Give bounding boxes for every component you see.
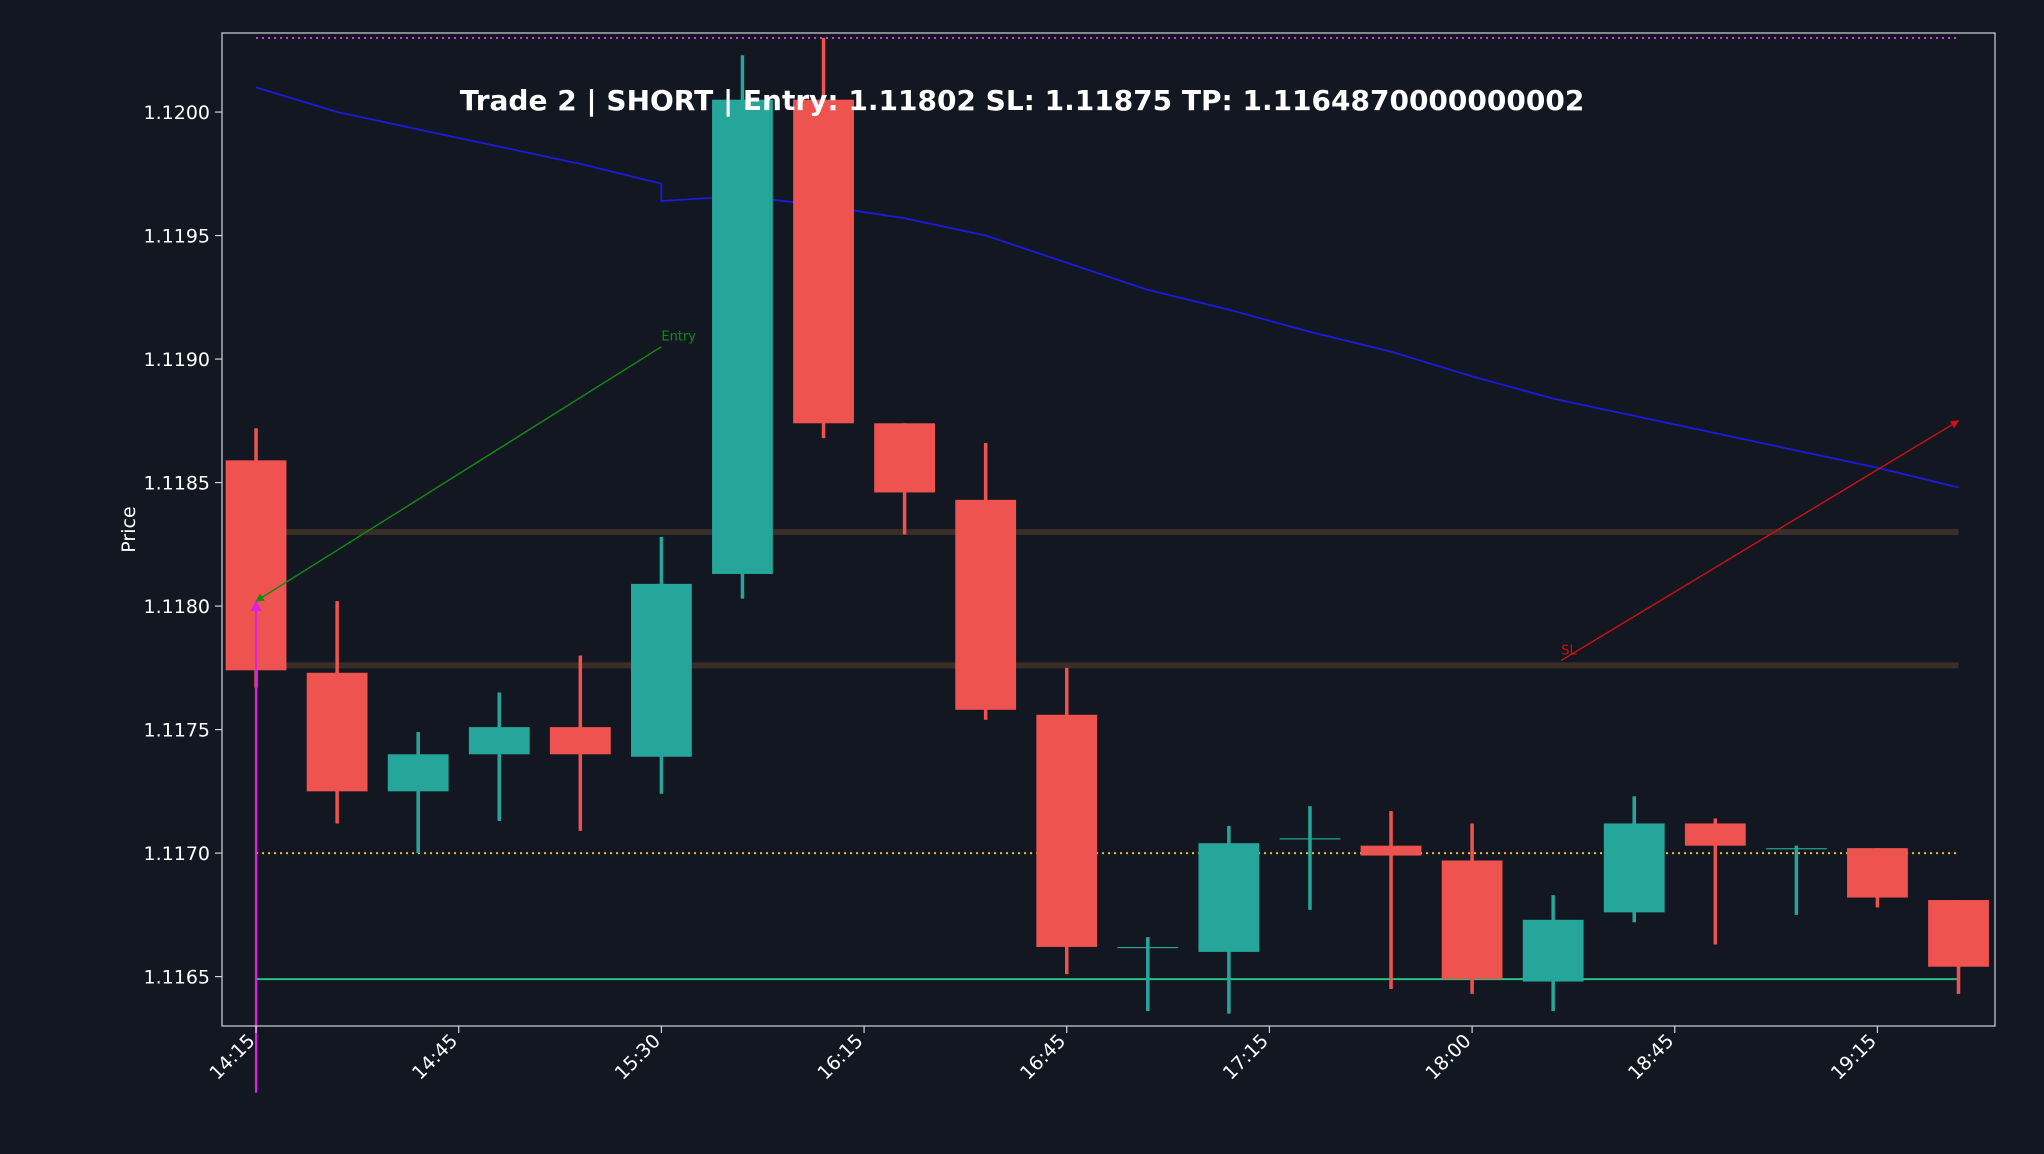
horizontal-lines bbox=[256, 36, 1959, 981]
x-tick-label: 14:15 bbox=[205, 1030, 259, 1084]
candle-body bbox=[1603, 823, 1665, 913]
x-tick-label: 14:45 bbox=[408, 1030, 462, 1084]
x-tick-label: 15:30 bbox=[611, 1030, 665, 1084]
y-tick-label: 1.1185 bbox=[144, 473, 210, 495]
candle-11 bbox=[1117, 937, 1179, 1012]
y-tick-label: 1.1170 bbox=[144, 843, 210, 865]
y-axis-label: Price bbox=[118, 506, 140, 552]
candle-20 bbox=[1847, 848, 1908, 908]
entry-label: Entry bbox=[661, 330, 696, 345]
candle-body bbox=[1847, 848, 1908, 898]
candle-body bbox=[1928, 900, 1989, 967]
candle-body bbox=[1684, 823, 1746, 846]
sl-label: SL bbox=[1561, 643, 1577, 658]
y-tick-label: 1.1195 bbox=[144, 226, 210, 248]
y-tick-label: 1.1190 bbox=[144, 349, 210, 371]
candle-body bbox=[630, 583, 692, 757]
x-tick-label: 18:00 bbox=[1421, 1030, 1475, 1084]
candle-body bbox=[1360, 845, 1422, 856]
candle-7 bbox=[793, 37, 854, 439]
candle-body bbox=[955, 499, 1017, 710]
x-tick-label: 19:15 bbox=[1827, 1030, 1881, 1084]
candle-13 bbox=[1279, 806, 1341, 910]
axes-frame bbox=[221, 32, 1996, 1027]
y-tick-label: 1.1165 bbox=[144, 967, 210, 989]
candle-5 bbox=[630, 536, 692, 794]
y-tick-label: 1.1180 bbox=[144, 596, 210, 618]
candle-body bbox=[1441, 860, 1503, 980]
x-tick-label: 16:15 bbox=[813, 1030, 867, 1084]
candle-8 bbox=[874, 423, 936, 535]
candle-14 bbox=[1360, 811, 1422, 989]
candle-body bbox=[1198, 843, 1260, 952]
candle-19 bbox=[1765, 845, 1827, 915]
candle-21 bbox=[1928, 900, 1989, 994]
candle-body bbox=[1765, 848, 1827, 850]
annotations: Entry SL bbox=[250, 330, 1960, 1093]
candle-17 bbox=[1603, 796, 1665, 923]
candle-4 bbox=[549, 655, 611, 831]
candle-3 bbox=[468, 692, 530, 821]
candle-18 bbox=[1684, 818, 1746, 945]
candle-1 bbox=[306, 601, 368, 824]
y-tick-label: 1.1200 bbox=[144, 102, 210, 124]
ema-series bbox=[255, 86, 1959, 489]
y-tick-label: 1.1175 bbox=[144, 720, 210, 742]
candle-15 bbox=[1441, 823, 1503, 994]
candle-12 bbox=[1198, 825, 1260, 1014]
candles bbox=[225, 37, 1989, 1014]
candle-10 bbox=[1036, 667, 1098, 975]
ema-line bbox=[255, 86, 1959, 489]
sl-arrow bbox=[1560, 420, 1960, 662]
x-tick-label: 18:45 bbox=[1624, 1030, 1678, 1084]
candle-body bbox=[468, 727, 530, 755]
entry-arrow bbox=[255, 346, 662, 602]
candle-body bbox=[549, 727, 611, 755]
x-tick-label: 16:45 bbox=[1016, 1030, 1070, 1084]
candle-9 bbox=[955, 443, 1017, 720]
chart-title: Trade 2 | SHORT | Entry: 1.11802 SL: 1.1… bbox=[460, 84, 1585, 117]
candle-16 bbox=[1522, 895, 1584, 1012]
candle-body bbox=[387, 754, 449, 792]
x-axis-ticks: 14:15 14:45 15:30 16:15 16:45 17:15 18:00 18:45… bbox=[205, 1026, 1881, 1084]
candle-body bbox=[874, 423, 936, 493]
x-tick-label: 17:15 bbox=[1219, 1030, 1273, 1084]
candle-body bbox=[1279, 838, 1341, 840]
candle-body bbox=[1522, 919, 1584, 982]
candle-2 bbox=[387, 732, 449, 854]
y-axis-ticks: 1.1165 1.1170 1.1175 1.1180 1.1185 1.1190 1.11… bbox=[144, 102, 222, 989]
candle-body bbox=[306, 672, 368, 792]
candle-body bbox=[712, 99, 773, 574]
candle-body bbox=[1036, 714, 1098, 947]
candle-6 bbox=[712, 55, 773, 599]
candle-body bbox=[793, 99, 854, 424]
candle-body bbox=[1117, 946, 1179, 949]
